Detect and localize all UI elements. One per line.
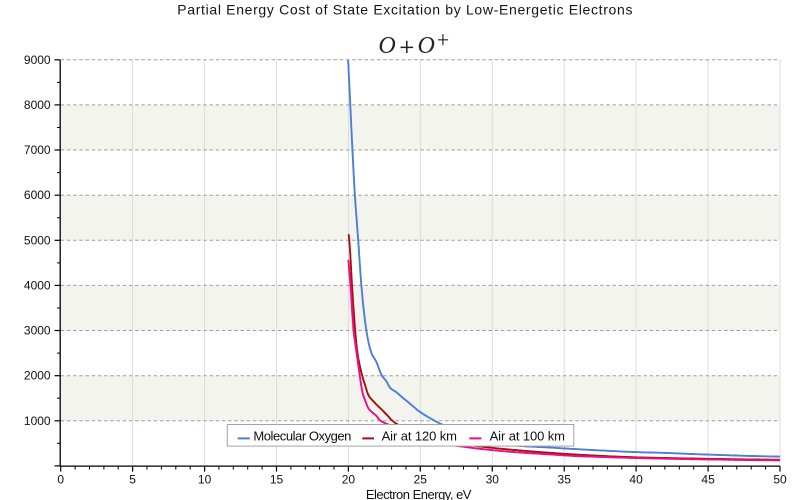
svg-text:35: 35 <box>558 472 572 486</box>
svg-text:7000: 7000 <box>24 143 51 157</box>
svg-text:8000: 8000 <box>24 98 51 112</box>
svg-text:15: 15 <box>270 472 284 486</box>
svg-text:25: 25 <box>414 472 428 486</box>
svg-text:45: 45 <box>701 472 715 486</box>
svg-text:Air at 100 km: Air at 100 km <box>490 428 565 443</box>
svg-text:9000: 9000 <box>24 53 51 67</box>
svg-text:3000: 3000 <box>24 324 51 338</box>
svg-text:Electron Energy, eV: Electron Energy, eV <box>366 487 472 500</box>
svg-text:0: 0 <box>57 472 64 486</box>
svg-text:10: 10 <box>198 472 212 486</box>
svg-text:30: 30 <box>486 472 500 486</box>
svg-text:5: 5 <box>129 472 136 486</box>
svg-text:20: 20 <box>342 472 356 486</box>
svg-text:40: 40 <box>629 472 643 486</box>
svg-text:5000: 5000 <box>24 233 51 247</box>
svg-text:6000: 6000 <box>24 188 51 202</box>
svg-text:2000: 2000 <box>24 369 51 383</box>
svg-text:Molecular Oxygen: Molecular Oxygen <box>253 428 351 443</box>
svg-text:50: 50 <box>773 472 787 486</box>
svg-text:1000: 1000 <box>24 414 51 428</box>
svg-text:O: O <box>418 33 435 59</box>
svg-text:Partial Energy Cost of State E: Partial Energy Cost of State Excitation … <box>177 1 633 17</box>
svg-text:Air at 120 km: Air at 120 km <box>382 428 457 443</box>
svg-text:4000: 4000 <box>24 278 51 292</box>
svg-text:O: O <box>378 33 395 59</box>
